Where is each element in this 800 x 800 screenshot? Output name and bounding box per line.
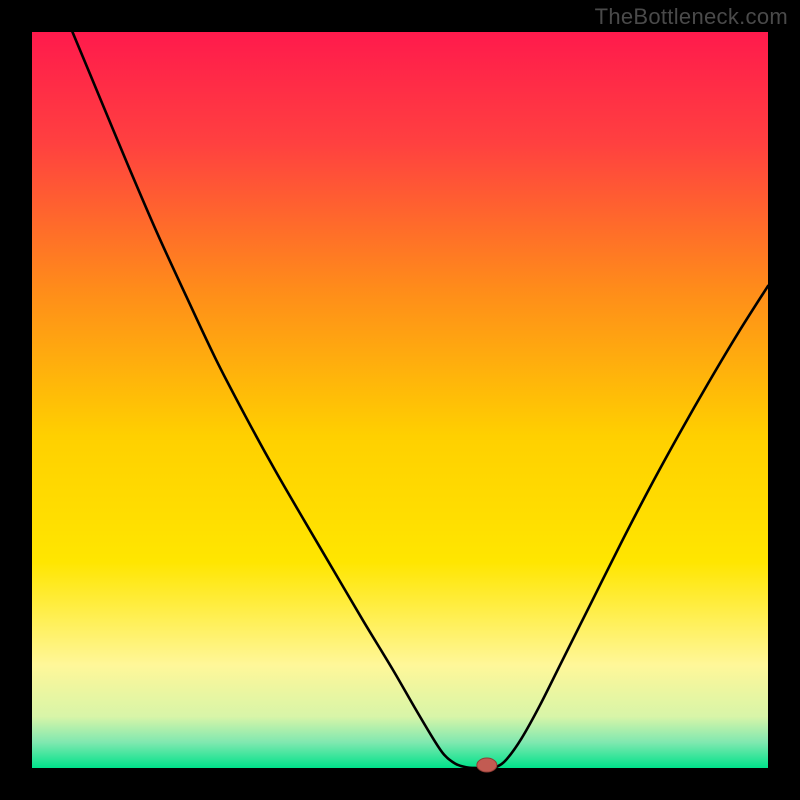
plot-background [32, 32, 768, 768]
watermark-text: TheBottleneck.com [595, 4, 788, 30]
chart-svg [0, 0, 800, 800]
optimal-marker [477, 758, 497, 772]
bottleneck-chart [0, 0, 800, 800]
